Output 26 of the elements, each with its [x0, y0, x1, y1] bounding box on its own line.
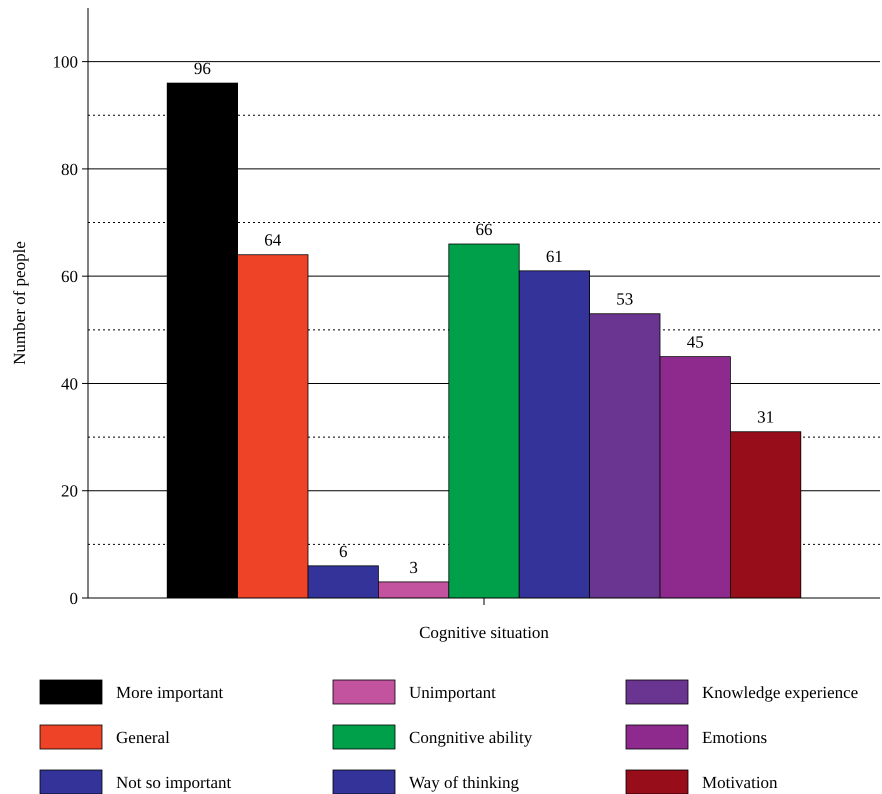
data-label: 6 [338, 542, 348, 561]
legend-label: Knowledge experience [702, 682, 858, 702]
y-tick-label: 0 [70, 588, 78, 608]
legend-label: Not so important [116, 772, 232, 792]
legend-label: Unimportant [409, 682, 496, 702]
y-tick-label: 40 [61, 374, 78, 394]
data-label: 66 [476, 220, 492, 239]
y-tick-label: 80 [61, 160, 78, 179]
legend-label: Motivation [702, 772, 778, 792]
y-tick-label: 100 [52, 52, 78, 72]
data-label: 61 [546, 246, 563, 266]
data-label: 96 [194, 59, 211, 78]
data-label: 64 [264, 230, 282, 250]
legend-label: General [116, 728, 170, 747]
data-label: 3 [409, 558, 418, 577]
data-label: 45 [686, 332, 704, 352]
y-tick-label: 20 [61, 482, 78, 501]
data-label: 31 [757, 408, 774, 427]
y-axis-title: Number of people [10, 241, 29, 365]
legend-label: Congnitive ability [409, 728, 533, 747]
data-label: 53 [616, 290, 634, 309]
y-tick-label: 60 [61, 267, 78, 286]
x-axis-title: Cognitive situation [419, 623, 550, 642]
legend-label: Way of thinking [409, 772, 520, 792]
legend-label: More important [116, 682, 224, 702]
legend-label: Emotions [702, 728, 768, 747]
